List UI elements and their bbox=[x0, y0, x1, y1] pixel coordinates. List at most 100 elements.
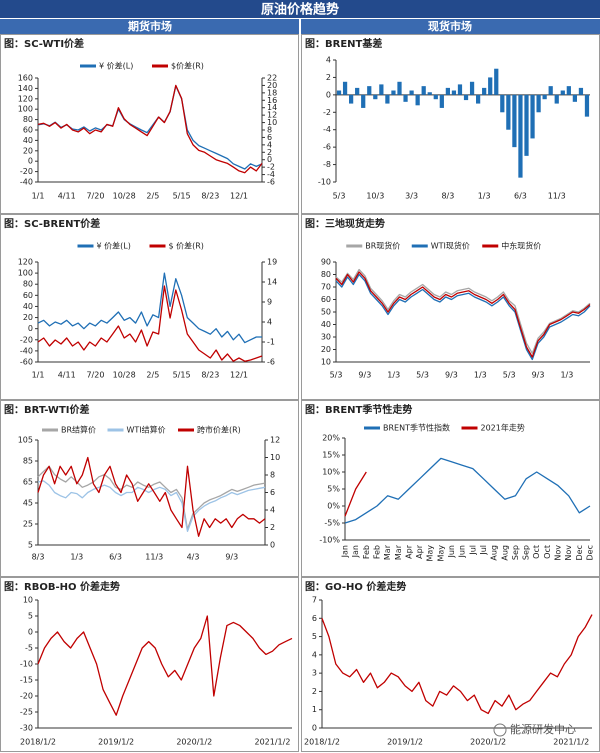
x-tick-label: Sep bbox=[522, 545, 531, 560]
x-tick-label: Aug bbox=[500, 545, 509, 561]
bar bbox=[482, 87, 487, 95]
x-tick-label: Apr bbox=[404, 544, 413, 559]
x-tick-label: 8/23 bbox=[201, 192, 219, 201]
x-tick-label: 5/3 bbox=[333, 192, 346, 201]
y-tick-label: 40 bbox=[23, 136, 33, 145]
legend-label: BRENT季节性指数 bbox=[383, 423, 450, 433]
x-tick-label: 11/3 bbox=[548, 192, 566, 201]
series-line bbox=[37, 272, 262, 344]
y-tick-label: 25 bbox=[23, 520, 33, 529]
x-tick-label: 2020/1/2 bbox=[470, 738, 506, 747]
y-tick-label: 20% bbox=[322, 434, 340, 443]
x-tick-label: 1/3 bbox=[474, 371, 487, 380]
y-tick-label: 2 bbox=[312, 687, 317, 696]
x-tick-label: Jun bbox=[458, 545, 467, 559]
y2-tick-label: 8 bbox=[270, 471, 275, 480]
x-tick-label: 4/11 bbox=[58, 192, 76, 201]
x-tick-label: 6/3 bbox=[109, 553, 122, 562]
y-tick-label: 90 bbox=[321, 258, 331, 267]
x-tick-label: 7/20 bbox=[86, 371, 104, 380]
bar bbox=[445, 87, 450, 95]
y-tick-label: -4 bbox=[323, 125, 331, 134]
x-tick-label: Oct bbox=[543, 545, 552, 559]
bar bbox=[415, 94, 420, 106]
bar bbox=[427, 92, 432, 95]
panel bbox=[0, 214, 299, 400]
y-tick-label: 105 bbox=[18, 436, 33, 445]
y-tick-label: 5 bbox=[312, 632, 317, 641]
x-tick-label: Jun bbox=[447, 545, 456, 559]
y-tick-label: -20 bbox=[20, 167, 33, 176]
bar bbox=[451, 90, 457, 95]
y-tick-label: 10 bbox=[321, 358, 331, 367]
x-tick-label: 9/3 bbox=[358, 371, 371, 380]
y-tick-label: 45 bbox=[23, 499, 33, 508]
y2-tick-label: 2 bbox=[270, 523, 275, 532]
y-tick-label: 4 bbox=[326, 56, 331, 65]
legend-label: WTI现货价 bbox=[431, 241, 470, 251]
y-tick-label: 100 bbox=[18, 105, 33, 114]
y-tick-label: 140 bbox=[18, 84, 33, 93]
y2-tick-label: 10 bbox=[267, 118, 277, 127]
x-tick-label: May bbox=[436, 545, 445, 562]
x-tick-label: 2020/1/2 bbox=[176, 738, 212, 747]
y-tick-label: 80 bbox=[23, 115, 33, 124]
x-tick-label: Aug bbox=[490, 545, 499, 561]
x-tick-label: Jul bbox=[468, 545, 477, 556]
x-tick-label: 2/5 bbox=[146, 192, 159, 201]
x-tick-label: 7/20 bbox=[86, 192, 104, 201]
bar bbox=[336, 90, 342, 95]
x-tick-label: 8/23 bbox=[201, 371, 219, 380]
charts: 图：SC-WTI价差-40-20020406080100120140160-6-… bbox=[0, 34, 600, 752]
y-tick-label: -40 bbox=[20, 346, 33, 355]
bar bbox=[518, 94, 523, 178]
sub-header-bar bbox=[0, 19, 299, 34]
y2-tick-label: 0 bbox=[267, 155, 272, 164]
y2-tick-label: 9 bbox=[267, 298, 272, 307]
bar bbox=[463, 94, 469, 101]
x-tick-label: 5/3 bbox=[416, 371, 429, 380]
y2-tick-label: 8 bbox=[267, 126, 272, 135]
y-tick-label: 0 bbox=[28, 157, 33, 166]
y-tick-label: -20 bbox=[20, 692, 33, 701]
x-tick-label: 5/15 bbox=[173, 192, 191, 201]
y2-tick-label: -2 bbox=[267, 163, 275, 172]
bar bbox=[584, 94, 590, 117]
panel bbox=[301, 34, 600, 214]
series-line bbox=[37, 615, 293, 716]
y2-tick-label: -1 bbox=[267, 338, 275, 347]
bar bbox=[355, 87, 360, 95]
bar bbox=[488, 77, 493, 95]
y-tick-label: -5% bbox=[324, 519, 340, 528]
y-tick-label: -2 bbox=[323, 108, 331, 117]
chart-title: 图：GO-HO 价差走势 bbox=[305, 580, 406, 593]
y-tick-label: -40 bbox=[20, 178, 33, 187]
x-tick-label: 5/3 bbox=[330, 371, 343, 380]
x-tick-label: 9/3 bbox=[445, 371, 458, 380]
bar bbox=[566, 86, 571, 95]
y2-tick-label: -6 bbox=[267, 178, 275, 187]
legend-label: 2021年走势 bbox=[481, 423, 525, 433]
x-tick-label: 2018/1/2 bbox=[304, 738, 340, 747]
y-tick-label: 20 bbox=[321, 345, 331, 354]
x-tick-label: Mar bbox=[383, 544, 392, 560]
x-tick-label: 5/3 bbox=[503, 371, 516, 380]
x-tick-label: 2021/1/2 bbox=[553, 738, 589, 747]
x-tick-label: 10/3 bbox=[366, 192, 384, 201]
y-tick-label: 3 bbox=[312, 669, 317, 678]
x-tick-label: 11/3 bbox=[145, 553, 163, 562]
y-tick-label: -5 bbox=[25, 644, 33, 653]
y2-tick-label: 6 bbox=[270, 488, 275, 497]
x-tick-label: May bbox=[426, 545, 435, 562]
x-tick-label: 3/3 bbox=[405, 192, 418, 201]
y2-tick-label: 12 bbox=[270, 436, 280, 445]
legend-label: ¥ 价差(L) bbox=[97, 241, 131, 251]
bar bbox=[476, 94, 481, 104]
x-tick-label: Dec bbox=[575, 545, 584, 560]
bar bbox=[342, 81, 348, 95]
y-tick-label: 10 bbox=[23, 596, 33, 605]
header-title: 原油价格趋势 bbox=[261, 2, 339, 18]
x-tick-label: Apr bbox=[415, 544, 424, 559]
x-tick-label: 4/3 bbox=[187, 553, 200, 562]
y-tick-label: 50 bbox=[321, 308, 331, 317]
